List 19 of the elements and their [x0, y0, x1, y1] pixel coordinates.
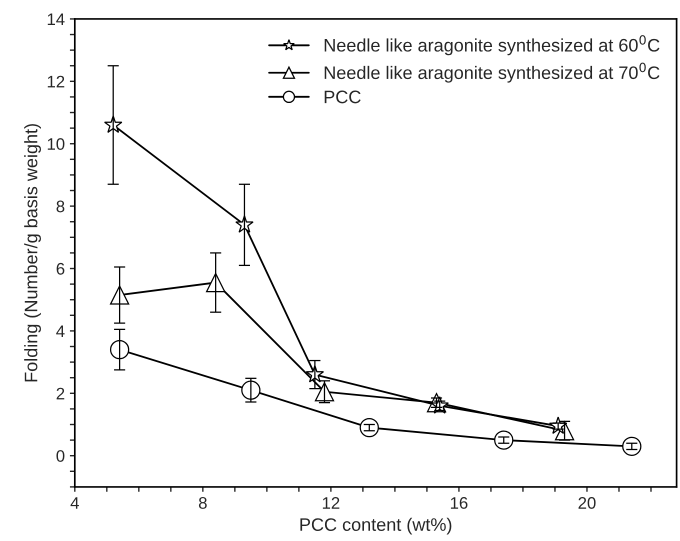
x-tick-label: 12 — [322, 497, 340, 509]
x-axis-title: PCC content (wt%) — [300, 518, 452, 535]
y-tick-label: 14 — [48, 14, 65, 25]
x-tick-label: 16 — [450, 497, 468, 509]
y-tick-label: 10 — [48, 138, 64, 150]
y-tick-label: 2 — [56, 388, 64, 400]
y-axis-title: Folding (Number/g basis weight) — [24, 124, 41, 382]
x-tick-label: 20 — [578, 497, 596, 509]
x-tick-label: 8 — [198, 497, 207, 509]
y-tick-label: 12 — [48, 76, 64, 88]
x-tick-label: 4 — [70, 497, 79, 509]
point — [110, 340, 130, 360]
y-tick-label: 0 — [56, 450, 64, 462]
y-tick-label: 8 — [56, 200, 64, 212]
legend-label: Needle like aragonite synthesized at 70$^{0}$C — [324, 62, 660, 83]
legend-label: PCC — [324, 90, 361, 104]
y-tick-label: 4 — [56, 325, 65, 337]
legend-label: Needle like aragonite synthesized at 60$^{0}$C — [324, 35, 660, 56]
y-tick-label: 6 — [56, 262, 64, 275]
